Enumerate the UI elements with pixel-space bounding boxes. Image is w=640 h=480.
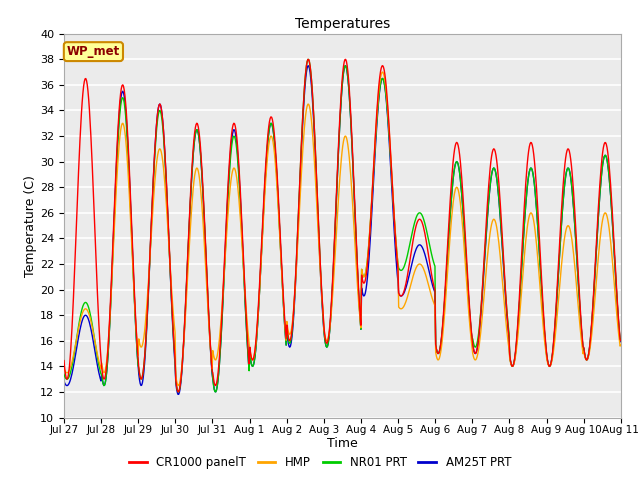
- X-axis label: Time: Time: [327, 437, 358, 450]
- Y-axis label: Temperature (C): Temperature (C): [24, 175, 37, 276]
- Text: WP_met: WP_met: [67, 45, 120, 58]
- Title: Temperatures: Temperatures: [295, 17, 390, 31]
- Legend: CR1000 panelT, HMP, NR01 PRT, AM25T PRT: CR1000 panelT, HMP, NR01 PRT, AM25T PRT: [124, 452, 516, 474]
